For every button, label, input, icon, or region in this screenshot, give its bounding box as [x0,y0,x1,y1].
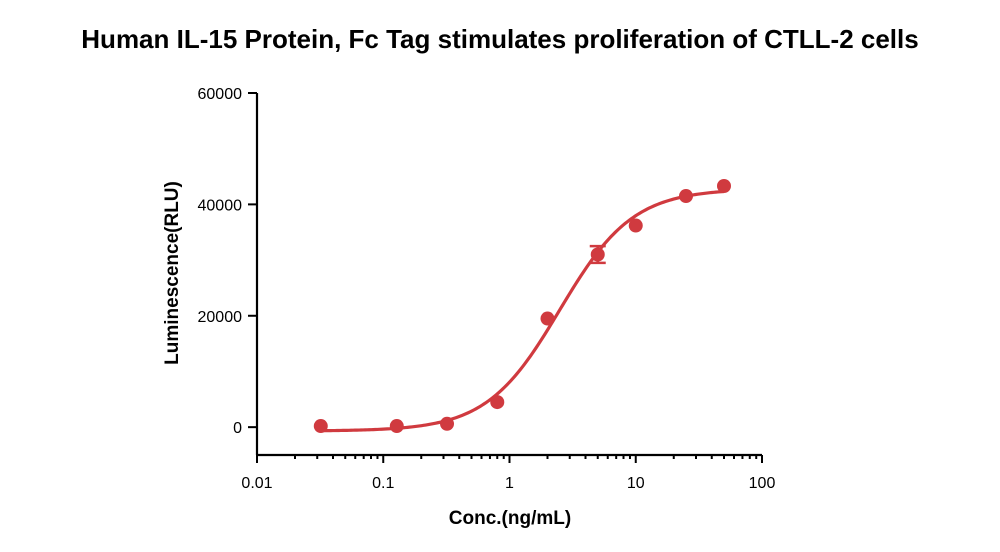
y-tick-label: 40000 [198,197,243,214]
x-ticks: 0.01 0.1 1 10 100 [241,455,775,492]
data-point [313,419,328,434]
data-point [628,218,643,233]
x-tick-label: 1 [505,475,514,492]
x-axis-label: Conc.(ng/mL) [449,508,571,529]
x-tick-label: 100 [749,475,776,492]
axes: 0.01 0.1 1 10 100 0 20000 40000 60000 [198,86,776,492]
y-axis-label: Luminescence(RLU) [162,181,183,365]
y-ticks: 0 20000 40000 60000 [198,86,257,437]
fit-curve [320,189,725,433]
data-point [716,179,731,194]
x-tick-label: 10 [627,475,645,492]
data-points [313,179,731,434]
x-tick-label: 0.1 [372,475,394,492]
x-tick-label: 0.01 [241,475,272,492]
data-point [678,189,693,204]
y-tick-label: 60000 [198,86,243,103]
data-point [440,416,455,431]
data-point [490,395,505,410]
y-tick-label: 0 [233,420,242,437]
data-point [540,311,555,326]
chart-title: Human IL-15 Protein, Fc Tag stimulates p… [81,24,918,54]
y-tick-label: 20000 [198,309,243,326]
data-point [590,247,605,262]
data-point [389,419,404,434]
